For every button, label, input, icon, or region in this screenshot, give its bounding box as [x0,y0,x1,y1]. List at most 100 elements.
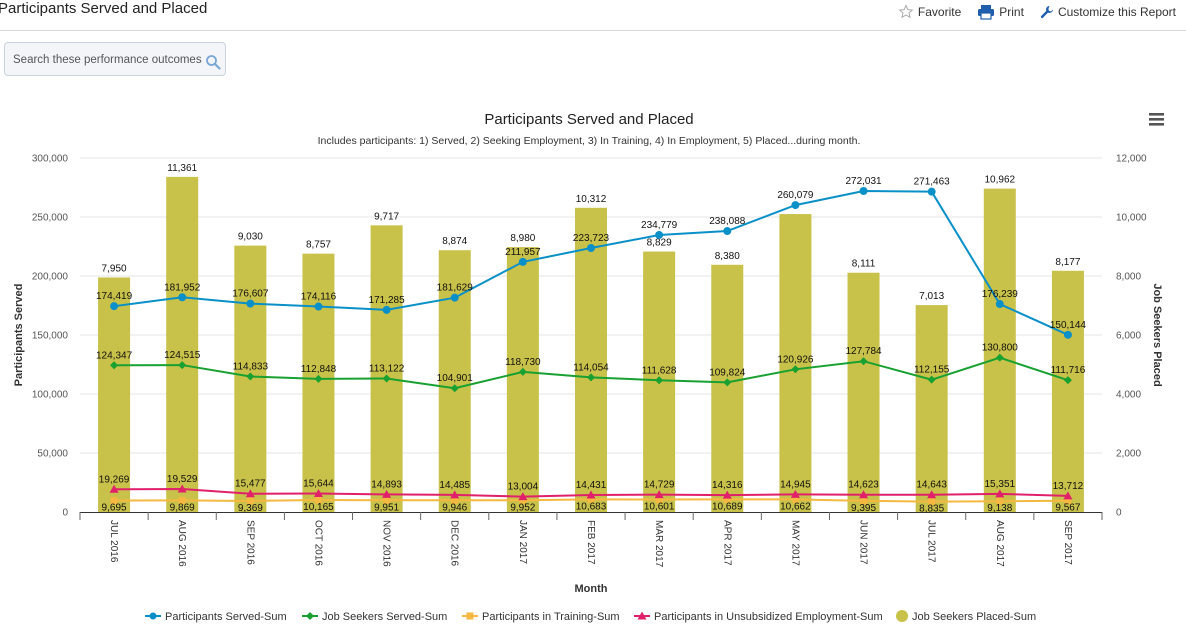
series-data-label: 14,623 [848,480,879,491]
series-point [518,367,527,376]
series-data-label: 223,723 [573,233,610,244]
x-tick-label: JAN 2017 [517,520,528,564]
series-data-label: 176,239 [982,289,1019,300]
series-data-label: 9,946 [442,502,467,513]
series-point [314,302,323,311]
bar [847,272,880,512]
series-point [723,495,731,503]
series-data-label: 174,116 [301,292,337,303]
series-data-label: 19,269 [99,474,130,485]
legend-label: Participants in Unsubsidized Employment-… [654,611,883,623]
series-data-label: 113,122 [369,364,405,375]
legend-item[interactable]: Participants in Training-Sum [462,611,620,623]
bar [575,207,607,512]
bar-data-label: 8,980 [510,233,535,244]
print-button[interactable]: Print [977,4,1024,20]
legend-item[interactable]: Job Seekers Placed-Sum [896,610,1036,623]
series-data-label: 238,088 [709,216,746,227]
search-input[interactable] [11,50,205,70]
series-data-label: 112,848 [301,364,337,375]
series-point [518,257,527,266]
print-label: Print [999,5,1024,19]
series-data-label: 130,800 [982,343,1019,354]
y2-tick-label: 4,000 [1116,390,1141,401]
series-point [383,496,391,504]
series-point [859,490,869,499]
series-data-label: 9,951 [374,502,399,513]
bar-data-label: 8,380 [715,251,740,262]
y2-tick-label: 8,000 [1116,272,1141,283]
bar-data-label: 7,950 [102,263,127,274]
y2-tick-label: 0 [1116,508,1122,519]
series-data-label: 10,683 [576,501,607,512]
series-point [791,365,800,374]
series-data-label: 127,784 [845,346,882,357]
series-point [518,492,528,501]
series-data-label: 150,144 [1050,320,1087,331]
x-tick-label: MAR 2017 [653,520,664,568]
customize-report-button[interactable]: Customize this Report [1040,4,1176,20]
search-icon[interactable] [205,54,221,70]
series-data-label: 10,689 [712,501,743,512]
page-title: Participants Served and Placed [0,0,208,17]
bar-data-label: 8,111 [852,259,876,270]
series-point [178,293,187,302]
legend-item[interactable]: Participants in Unsubsidized Employment-… [634,611,883,623]
series-data-label: 120,926 [777,354,814,365]
series-point [1063,330,1072,339]
bar-data-label: 8,757 [306,240,331,251]
series-data-label: 124,515 [164,350,201,361]
series-point [655,230,664,239]
chart-menu-icon[interactable] [1149,113,1164,126]
y-tick-label: 200,000 [32,272,69,283]
series-point [314,496,322,504]
bar-data-label: 9,030 [238,232,263,243]
series-data-label: 9,395 [851,503,876,514]
series-data-label: 260,079 [777,190,814,201]
series-data-label: 104,901 [437,373,474,384]
y-axis-title: Participants Served [13,284,25,387]
legend-item[interactable]: Job Seekers Served-Sum [302,611,447,623]
bar [370,225,403,512]
series-data-label: 111,716 [1051,365,1086,376]
bar-data-label: 8,874 [442,236,467,247]
series-data-label: 174,419 [96,291,133,302]
series-point [927,490,937,499]
legend-label: Participants in Training-Sum [482,611,620,623]
plot-area: 0 50,000 100,000 150,000 200,000 250,000 300,0… [13,154,1163,624]
x-tick-label: AUG 2016 [176,520,187,567]
series-point [1064,497,1072,505]
series-point [246,299,255,308]
series-data-label: 211,957 [505,247,541,258]
series-point [1063,491,1073,500]
x-tick-label: JUN 2017 [858,520,869,565]
chart-title: Participants Served and Placed [484,111,693,128]
bar [983,188,1016,512]
series-data-label: 114,833 [233,361,269,372]
favorite-button[interactable]: Favorite [898,4,961,20]
x-tick-label: NOV 2016 [381,520,392,567]
series-data-label: 15,351 [985,479,1016,490]
legend-item[interactable]: Participants Served-Sum [145,611,287,623]
series-point [450,384,459,393]
series-point [996,497,1004,505]
series-point [451,496,459,504]
y2-tick-label: 2,000 [1116,449,1141,460]
series-data-label: 19,529 [167,474,198,485]
x-tick-label: MAY 2017 [789,520,800,566]
header-divider [0,30,1186,31]
series-point [927,375,936,384]
y2-tick-label: 12,000 [1116,154,1147,165]
series-point [110,302,119,311]
bar-data-label: 8,177 [1055,257,1080,268]
series-point [722,490,732,499]
y-tick-label: 0 [62,508,68,519]
series-data-label: 176,607 [232,289,269,300]
series-point [245,489,255,498]
series-data-label: 9,869 [170,502,195,513]
series-point [860,497,868,505]
series-point [382,489,392,498]
series-point [177,484,187,493]
series-point [246,372,255,381]
series-data-label: 9,952 [510,502,535,513]
